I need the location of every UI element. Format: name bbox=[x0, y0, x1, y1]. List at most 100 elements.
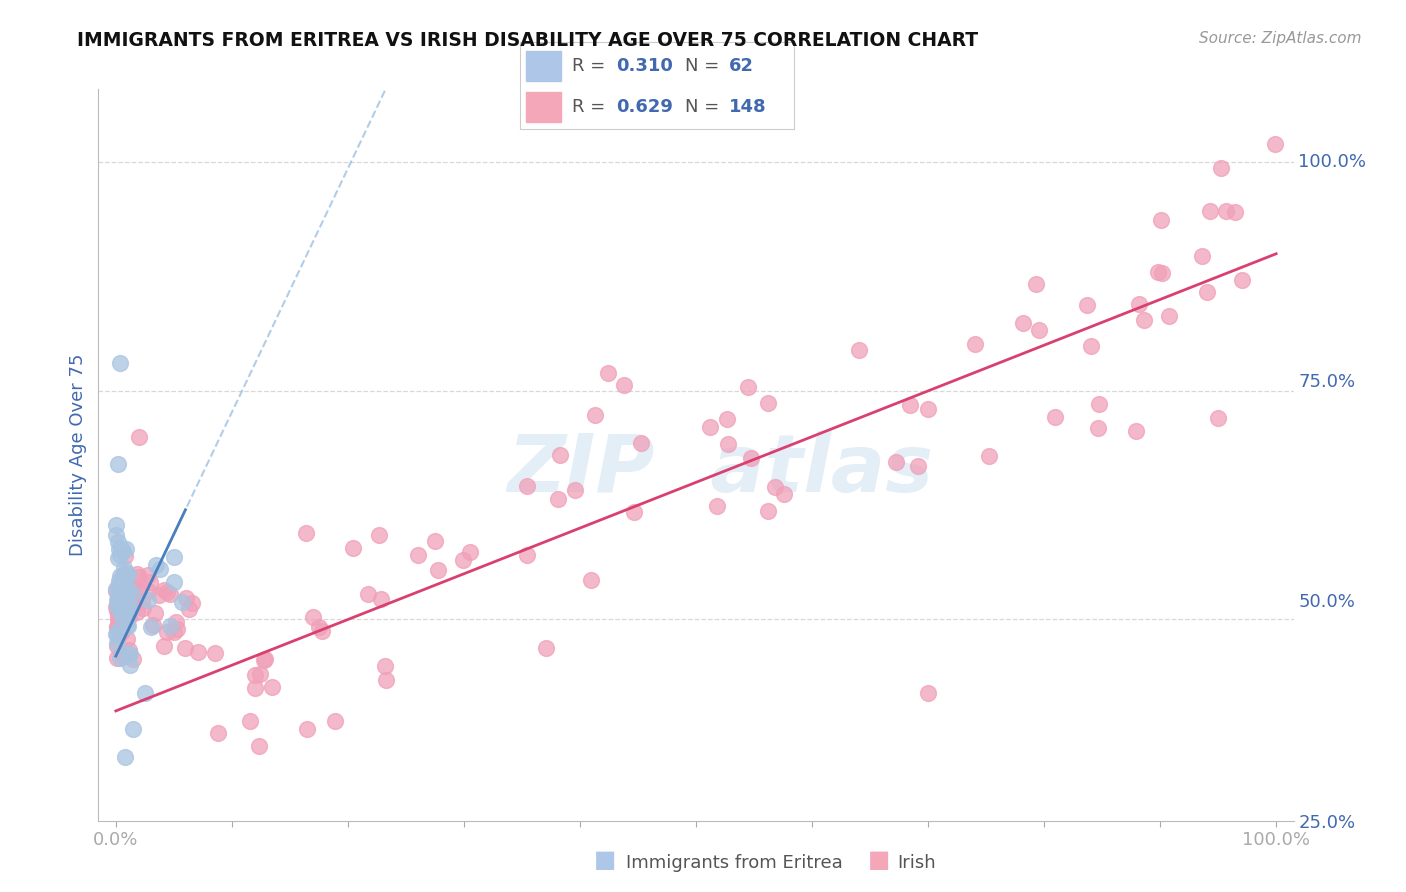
Point bbox=[143, 606, 166, 620]
Point bbox=[547, 491, 569, 506]
Point bbox=[108, 650, 131, 665]
Point bbox=[311, 624, 333, 638]
Point bbox=[117, 568, 139, 582]
Point bbox=[149, 562, 172, 576]
Point bbox=[1232, 272, 1254, 286]
Point bbox=[105, 517, 128, 532]
Point bbox=[516, 479, 538, 493]
Point bbox=[105, 599, 128, 614]
Point bbox=[104, 582, 127, 596]
Point bbox=[159, 587, 181, 601]
Point bbox=[963, 337, 986, 351]
Point bbox=[127, 566, 149, 581]
Point bbox=[111, 601, 134, 615]
Point bbox=[1264, 136, 1286, 151]
Text: R =: R = bbox=[572, 98, 612, 116]
Point bbox=[142, 617, 165, 632]
Point bbox=[630, 435, 652, 450]
Point bbox=[118, 658, 141, 673]
Point bbox=[177, 602, 200, 616]
Point bbox=[763, 480, 786, 494]
Point bbox=[1043, 410, 1066, 425]
Point bbox=[1209, 161, 1232, 176]
Point bbox=[159, 619, 181, 633]
Point bbox=[121, 581, 143, 595]
Point bbox=[108, 596, 131, 610]
FancyBboxPatch shape bbox=[526, 92, 561, 122]
Point bbox=[253, 651, 276, 665]
Point bbox=[136, 584, 159, 599]
Text: IMMIGRANTS FROM ERITREA VS IRISH DISABILITY AGE OVER 75 CORRELATION CHART: IMMIGRANTS FROM ERITREA VS IRISH DISABIL… bbox=[77, 31, 979, 50]
Point bbox=[111, 582, 134, 596]
Point bbox=[105, 599, 128, 614]
Point bbox=[342, 541, 364, 555]
Point bbox=[107, 610, 129, 624]
Point bbox=[105, 583, 128, 598]
Text: ■: ■ bbox=[593, 848, 616, 872]
Point bbox=[108, 599, 131, 614]
Point bbox=[117, 586, 139, 600]
Point bbox=[848, 343, 870, 357]
Point bbox=[1206, 411, 1229, 425]
Text: 0.629: 0.629 bbox=[616, 98, 673, 116]
Point bbox=[579, 573, 602, 587]
Text: Irish: Irish bbox=[897, 855, 935, 872]
Point bbox=[262, 681, 284, 695]
Text: N =: N = bbox=[685, 57, 724, 75]
Point bbox=[163, 574, 186, 589]
Point bbox=[112, 648, 135, 663]
Point bbox=[1028, 322, 1050, 336]
Point bbox=[110, 593, 132, 607]
Text: N =: N = bbox=[685, 98, 724, 116]
Point bbox=[115, 602, 138, 616]
Point bbox=[740, 450, 762, 465]
Point bbox=[121, 591, 143, 605]
Point bbox=[583, 408, 606, 422]
Point bbox=[308, 619, 330, 633]
Point bbox=[917, 686, 939, 700]
Point bbox=[121, 586, 143, 600]
Point bbox=[121, 652, 143, 666]
Point bbox=[110, 607, 132, 621]
Point bbox=[148, 589, 170, 603]
Point bbox=[516, 549, 538, 563]
Point bbox=[253, 653, 276, 667]
Point bbox=[118, 574, 141, 589]
Point bbox=[451, 552, 474, 566]
Point bbox=[1076, 298, 1098, 312]
Point bbox=[115, 601, 138, 615]
Point bbox=[111, 608, 134, 623]
Point bbox=[118, 642, 141, 657]
Point bbox=[107, 535, 129, 549]
Point bbox=[979, 449, 1001, 463]
Point bbox=[1128, 297, 1150, 311]
Point bbox=[243, 668, 266, 682]
Point bbox=[239, 714, 262, 728]
Point bbox=[114, 549, 136, 563]
Point bbox=[207, 725, 229, 739]
Point bbox=[900, 398, 922, 412]
Point bbox=[756, 504, 779, 518]
Point bbox=[165, 615, 187, 629]
Point bbox=[111, 567, 134, 582]
Point bbox=[737, 380, 759, 394]
Point bbox=[243, 681, 266, 695]
Point bbox=[107, 613, 129, 627]
Point bbox=[717, 437, 740, 451]
Point bbox=[174, 641, 197, 656]
Point bbox=[127, 583, 149, 598]
Point bbox=[114, 566, 136, 580]
FancyBboxPatch shape bbox=[526, 51, 561, 81]
Point bbox=[115, 541, 138, 556]
Point bbox=[112, 543, 135, 558]
Point bbox=[108, 628, 131, 642]
Point bbox=[107, 581, 129, 595]
Point bbox=[1012, 317, 1035, 331]
Point bbox=[699, 419, 721, 434]
Point bbox=[534, 640, 557, 655]
Point bbox=[110, 356, 132, 371]
Point bbox=[110, 625, 132, 640]
Point bbox=[120, 647, 142, 661]
Point bbox=[107, 541, 129, 556]
Text: ZIP  atlas: ZIP atlas bbox=[506, 431, 934, 508]
